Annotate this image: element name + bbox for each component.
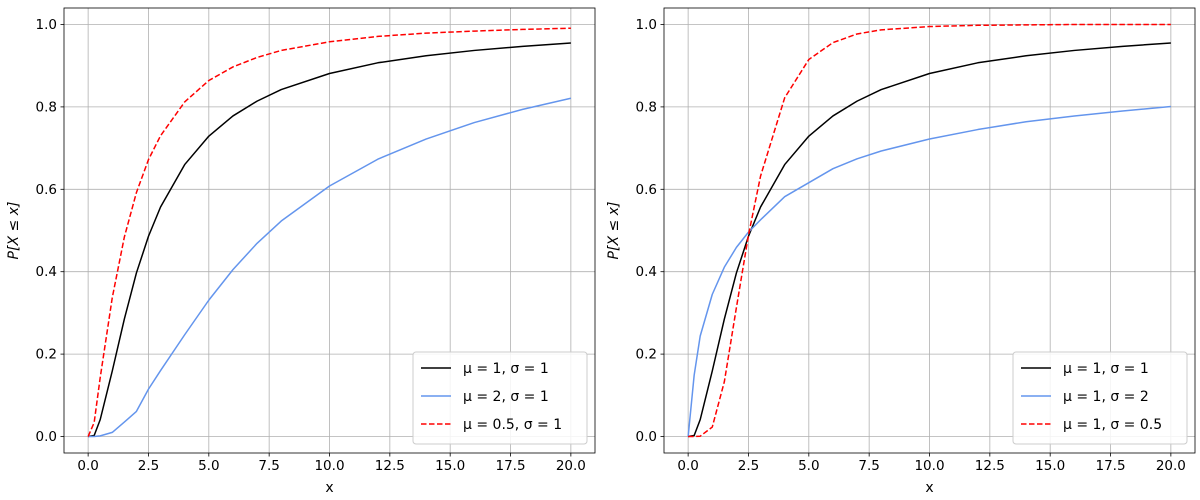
legend-label: μ = 2, σ = 1 [463, 389, 549, 405]
y-tick-label: 1.0 [36, 17, 57, 33]
y-tick-label: 0.2 [636, 347, 657, 363]
x-tick-label: 17.5 [495, 458, 525, 474]
legend-label: μ = 1, σ = 0.5 [1063, 417, 1162, 433]
x-tick-label: 7.5 [258, 458, 279, 474]
x-tick-label: 17.5 [1095, 458, 1125, 474]
y-tick-label: 0.8 [636, 99, 657, 115]
legend-box [412, 351, 588, 445]
series-line-0 [688, 42, 1171, 438]
y-axis-label: P[X ≤ x] [6, 202, 22, 260]
x-tick-label: 10.0 [314, 458, 344, 474]
y-tick-label: 1.0 [636, 17, 657, 33]
y-tick-label: 0.6 [36, 182, 57, 198]
x-tick-label: 12.5 [975, 458, 1005, 474]
right-chart: 0.0 2.5 5.0 7.5 10.0 12.5 15.0 17.5 20.0 0.0 0.2 0.… [606, 7, 1196, 496]
y-tick-label: 0.8 [36, 99, 57, 115]
x-tick-label: 5.0 [798, 458, 819, 474]
x-tick-label: 20.0 [1156, 458, 1186, 474]
x-tick-label: 20.0 [556, 458, 586, 474]
y-tick-label: 0.0 [36, 429, 57, 445]
y-tick-label: 0.4 [636, 264, 657, 280]
x-axis-label: x [925, 480, 933, 496]
series-line-2 [688, 23, 1171, 438]
x-tick-label: 0.0 [677, 458, 698, 474]
y-tick-label: 0.4 [36, 264, 57, 280]
y-tick-label: 0.6 [636, 182, 657, 198]
series-line-1 [88, 97, 572, 438]
x-tick-label: 2.5 [738, 458, 759, 474]
x-tick-label: 10.0 [914, 458, 944, 474]
x-tick-label: 5.0 [198, 458, 219, 474]
x-tick-label: 15.0 [435, 458, 465, 474]
x-axis-label: x [325, 480, 333, 496]
series-line-1 [687, 105, 1171, 437]
x-tick-label: 0.0 [77, 458, 98, 474]
x-tick-label: 12.5 [375, 458, 405, 474]
y-tick-label: 0.0 [636, 429, 657, 445]
x-tick-label: 2.5 [138, 458, 159, 474]
legend-box [1012, 351, 1188, 445]
series-line-0 [88, 42, 571, 438]
y-tick-label: 0.2 [36, 347, 57, 363]
x-tick-label: 15.0 [1035, 458, 1065, 474]
y-axis-label: P[X ≤ x] [606, 202, 622, 260]
legend-label: μ = 1, σ = 1 [463, 361, 549, 377]
series-line-2 [87, 27, 571, 437]
left-chart: 0.0 2.5 5.0 7.5 10.0 12.5 15.0 17.5 20.0 0.0 0.2 0.… [6, 7, 596, 496]
legend-label: μ = 1, σ = 1 [1063, 361, 1149, 377]
x-tick-label: 7.5 [858, 458, 879, 474]
legend-label: μ = 1, σ = 2 [1063, 389, 1149, 405]
legend-label: μ = 0.5, σ = 1 [463, 417, 562, 433]
